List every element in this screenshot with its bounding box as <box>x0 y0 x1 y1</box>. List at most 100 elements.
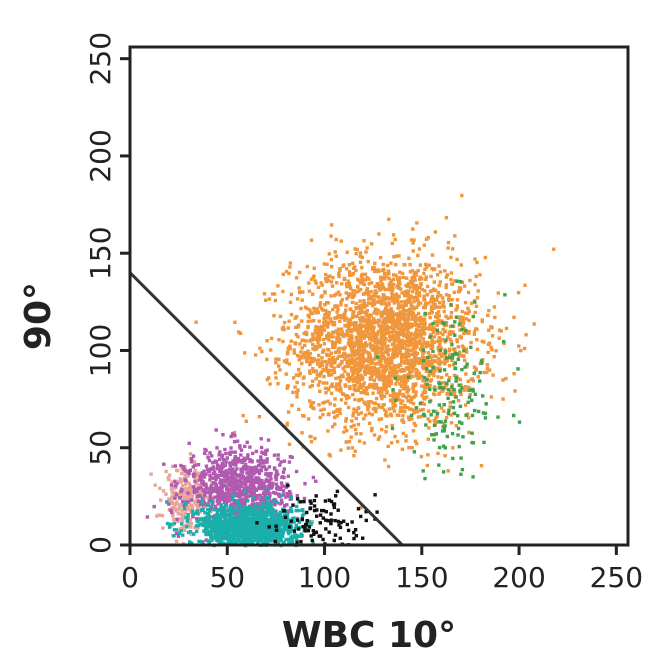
data-point-series-0 <box>403 384 408 388</box>
data-point-series-0 <box>435 414 439 418</box>
data-point-series-4 <box>188 529 193 534</box>
data-point-series-4 <box>172 528 177 532</box>
data-point-series-3 <box>233 470 237 474</box>
data-point-series-0 <box>368 319 373 323</box>
data-point-series-3 <box>257 469 261 474</box>
data-point-series-0 <box>333 415 337 419</box>
data-point-series-0 <box>386 353 390 357</box>
data-point-series-0 <box>354 368 359 372</box>
data-point-series-0 <box>442 381 446 385</box>
data-point-series-0 <box>386 444 390 449</box>
data-point-series-0 <box>352 454 356 458</box>
data-point-series-0 <box>366 358 371 362</box>
data-point-series-0 <box>396 299 400 304</box>
data-point-series-3 <box>238 497 242 501</box>
data-point-series-3 <box>267 472 271 476</box>
data-point-series-0 <box>333 422 337 426</box>
data-point-series-0 <box>420 401 424 405</box>
data-point-series-3 <box>242 466 246 471</box>
data-point-series-4 <box>186 513 190 517</box>
data-point-series-3 <box>259 437 263 441</box>
data-point-series-0 <box>333 358 337 362</box>
data-point-series-0 <box>355 247 359 252</box>
data-point-series-0 <box>461 324 465 329</box>
data-point-series-0 <box>369 242 374 246</box>
data-point-series-0 <box>339 448 343 452</box>
data-point-series-3 <box>188 468 192 472</box>
data-point-series-3 <box>220 488 224 492</box>
data-point-series-1 <box>458 322 462 326</box>
data-point-series-0 <box>343 318 347 322</box>
data-point-series-0 <box>344 354 348 359</box>
data-point-series-1 <box>451 405 456 410</box>
data-point-series-0 <box>487 308 491 313</box>
data-point-series-0 <box>384 386 388 391</box>
data-point-series-3 <box>220 455 224 459</box>
data-point-series-0 <box>407 418 411 422</box>
data-point-series-0 <box>441 332 445 337</box>
data-point-series-0 <box>387 297 391 301</box>
data-point-series-0 <box>380 427 384 432</box>
data-point-series-0 <box>343 369 347 374</box>
data-point-series-0 <box>372 382 376 386</box>
data-point-series-1 <box>460 327 464 332</box>
data-point-series-2 <box>194 491 199 496</box>
data-point-series-0 <box>385 263 390 268</box>
data-point-series-3 <box>228 461 232 465</box>
data-point-series-0 <box>366 367 371 371</box>
data-point-series-0 <box>408 270 413 274</box>
data-point-series-4 <box>229 513 233 518</box>
data-point-series-0 <box>338 407 342 411</box>
data-point-series-1 <box>501 339 506 344</box>
data-point-series-3 <box>179 463 183 468</box>
data-point-series-0 <box>391 353 395 357</box>
data-point-series-0 <box>315 346 319 351</box>
data-point-series-3 <box>277 494 281 499</box>
data-point-series-0 <box>336 307 340 312</box>
data-point-series-0 <box>333 250 337 254</box>
data-point-series-0 <box>351 373 355 377</box>
data-point-series-0 <box>330 264 334 269</box>
data-point-series-0 <box>387 276 391 281</box>
data-point-series-4 <box>271 538 275 543</box>
data-point-series-0 <box>378 373 382 377</box>
data-point-series-1 <box>421 359 426 363</box>
data-point-series-1 <box>450 385 454 389</box>
data-point-series-0 <box>358 382 363 387</box>
data-point-series-0 <box>377 403 381 407</box>
data-point-series-0 <box>409 325 414 329</box>
data-point-series-4 <box>210 533 214 537</box>
data-point-series-0 <box>314 377 318 381</box>
data-point-series-0 <box>358 299 362 303</box>
data-point-series-0 <box>411 386 415 390</box>
data-point-series-0 <box>415 305 419 309</box>
data-point-series-0 <box>363 372 367 377</box>
data-point-series-2 <box>179 479 183 483</box>
data-point-series-0 <box>472 330 477 334</box>
data-point-series-2 <box>170 480 174 484</box>
data-point-series-0 <box>444 416 449 420</box>
data-point-series-3 <box>241 474 246 479</box>
data-point-series-0 <box>338 319 342 323</box>
data-point-series-0 <box>361 390 366 395</box>
data-point-series-3 <box>288 492 293 496</box>
data-point-series-0 <box>413 353 417 358</box>
data-point-series-0 <box>333 350 338 355</box>
data-point-series-3 <box>268 491 272 496</box>
data-point-series-0 <box>289 312 294 317</box>
data-point-series-4 <box>204 518 209 522</box>
data-point-series-0 <box>350 345 354 349</box>
data-point-series-0 <box>421 355 425 359</box>
data-point-series-3 <box>281 489 286 493</box>
data-point-series-3 <box>266 484 271 489</box>
data-point-series-3 <box>251 481 256 486</box>
data-point-series-3 <box>212 471 216 475</box>
data-point-series-0 <box>347 362 351 366</box>
data-point-series-1 <box>460 367 464 372</box>
data-point-series-4 <box>247 513 252 517</box>
data-point-series-0 <box>367 282 371 286</box>
data-point-series-0 <box>415 328 419 332</box>
data-point-series-0 <box>400 419 404 423</box>
data-point-series-0 <box>356 412 361 416</box>
data-point-series-0 <box>431 297 436 301</box>
